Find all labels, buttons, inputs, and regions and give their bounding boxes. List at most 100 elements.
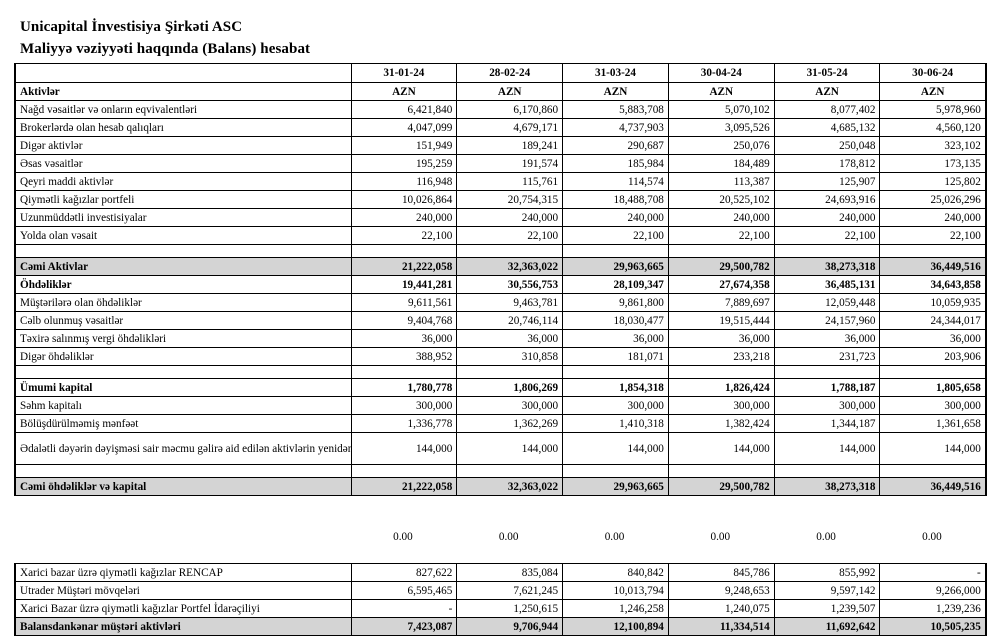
row-value: 28,109,347 [562,275,669,295]
row-value: 10,505,235 [879,617,987,636]
row-value: 173,135 [879,154,987,174]
row-value: 11,692,642 [773,617,881,636]
row-value: 1,780,778 [350,378,458,398]
row-value: 9,248,653 [667,581,775,601]
row-value: 22,100 [879,226,987,246]
table-row: Yolda olan vəsait 22,100 22,100 22,100 2… [14,226,987,246]
row-value: 113,387 [667,172,775,192]
row-value: 22,100 [773,226,881,246]
row-value: 827,622 [350,563,458,583]
spacer-cell [562,244,669,259]
row-value: 1,854,318 [562,378,669,398]
spacer-cell [456,244,564,259]
row-value: 250,048 [773,136,881,156]
row-label: Digər aktivlər [14,136,352,156]
currency-unit-6: AZN [879,82,987,102]
row-value: 835,084 [456,563,564,583]
row-value: 24,693,916 [773,190,881,210]
row-value: 32,363,022 [456,257,564,277]
row-label: Balansdankənar müştəri aktivləri [14,617,352,636]
spacer-cell [350,244,458,259]
row-value: 9,597,142 [773,581,881,601]
row-value: 240,000 [773,208,881,228]
row-label: Səhm kapitalı [14,396,352,416]
assets-section-header-row: Aktivlər AZN AZN AZN AZN AZN AZN [14,82,987,102]
row-value: 144,000 [562,432,669,466]
spacer-cell [667,365,775,380]
row-label: Təxirə salınmış vergi öhdəlikləri [14,329,352,349]
row-label: Müştərilərə olan öhdəliklər [14,293,352,313]
row-value: 5,978,960 [879,100,987,120]
row-value: 36,000 [562,329,669,349]
table-row: Əsas vəsaitlər 195,259 191,574 185,984 1… [14,154,987,174]
row-value: 8,077,402 [773,100,881,120]
row-value: 36,000 [456,329,564,349]
row-value: 20,746,114 [456,311,564,331]
row-label: Qeyri maddi aktivlər [14,172,352,192]
row-value: 36,000 [350,329,458,349]
spacer-cell [773,464,881,479]
row-value: 7,889,697 [667,293,775,313]
row-value: 233,218 [667,347,775,367]
assets-section-label: Aktivlər [14,82,352,102]
currency-unit-4: AZN [667,82,775,102]
balance-check-value: 0.00 [498,531,519,544]
row-label: Qiymətli kağızlar portfeli [14,190,352,210]
row-value: 22,100 [667,226,775,246]
spacer-cell [562,464,669,479]
row-value: 1,788,187 [773,378,881,398]
row-value: 240,000 [667,208,775,228]
row-value: 36,000 [667,329,775,349]
table-row: Cəlb olunmuş vəsaitlər 9,404,768 20,746,… [14,311,987,331]
row-value: 6,170,860 [456,100,564,120]
currency-unit-1: AZN [350,82,458,102]
row-value: 10,059,935 [879,293,987,313]
row-value: 9,404,768 [350,311,458,331]
row-value: 7,621,245 [456,581,564,601]
table-row: Xarici Bazar üzrə qiymətli kağızlar Port… [14,599,987,619]
spacer-cell [456,365,564,380]
row-value: 12,100,894 [562,617,669,636]
row-label: Xarici bazar üzrə qiymətli kağızlar RENC… [14,563,352,583]
section-gap-small [14,550,986,563]
row-value: 4,737,903 [562,118,669,138]
row-value: 840,842 [562,563,669,583]
row-label: Əsas vəsaitlər [14,154,352,174]
offbalance-total-row: Balansdankənar müştəri aktivləri 7,423,0… [14,617,987,636]
row-label: Xarici Bazar üzrə qiymətli kağızlar Port… [14,599,352,619]
table-row: Ədalətli dəyərin dəyişməsi sair məcmu gə… [14,432,987,466]
row-label: Cəlb olunmuş vəsaitlər [14,311,352,331]
row-value: 29,500,782 [667,477,775,497]
row-label: Utrader Müştəri mövqeləri [14,581,352,601]
row-label: Ədalətli dəyərin dəyişməsi sair məcmu gə… [14,432,352,466]
row-value: 34,643,858 [879,275,987,295]
row-value: 5,883,708 [562,100,669,120]
row-value: 36,449,516 [879,477,987,497]
row-value: 300,000 [879,396,987,416]
row-value: 1,382,424 [667,414,775,434]
row-value: 24,157,960 [773,311,881,331]
table-row: Uzunmüddətli investisiyalar 240,000 240,… [14,208,987,228]
row-value: - [350,599,458,619]
row-value: 115,761 [456,172,564,192]
table-row: Xarici bazar üzrə qiymətli kağızlar RENC… [14,563,987,583]
row-value: 9,266,000 [879,581,987,601]
row-value: 189,241 [456,136,564,156]
table-row: Digər öhdəliklər 388,952 310,858 181,071… [14,347,987,367]
row-value: 181,071 [562,347,669,367]
currency-unit-2: AZN [456,82,564,102]
row-value: 10,013,794 [562,581,669,601]
table-row: Qeyri maddi aktivlər 116,948 115,761 114… [14,172,987,192]
row-value: 240,000 [879,208,987,228]
spacer-cell [456,464,564,479]
row-value: 6,421,840 [350,100,458,120]
row-value: 1,805,658 [879,378,987,398]
spacer-cell [667,464,775,479]
balance-check-row: 0.00 0.00 0.00 0.00 0.00 0.00 [14,524,985,550]
row-value: 3,095,526 [667,118,775,138]
section-gap [14,496,986,524]
row-value: 20,754,315 [456,190,564,210]
row-value: 36,485,131 [773,275,881,295]
spacer-cell [562,365,669,380]
row-value: 300,000 [562,396,669,416]
